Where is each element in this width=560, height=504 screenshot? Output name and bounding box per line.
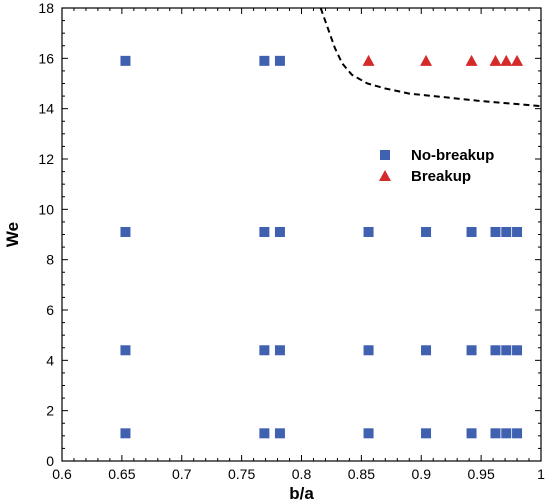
no-breakup-point xyxy=(120,345,131,356)
x-tick-label: 0.8 xyxy=(292,466,312,482)
breakup-point xyxy=(511,54,524,66)
y-tick-label: 6 xyxy=(46,302,54,318)
no-breakup-point xyxy=(259,345,270,356)
no-breakup-point xyxy=(363,226,374,237)
no-breakup-point xyxy=(512,226,523,237)
x-tick-label: 0.9 xyxy=(412,466,432,482)
no-breakup-point xyxy=(466,226,477,237)
legend: No-breakup Breakup xyxy=(379,147,494,185)
no-breakup-point xyxy=(490,428,501,439)
y-axis-label: We xyxy=(3,222,22,247)
y-tick-label: 16 xyxy=(38,50,54,66)
no-breakup-point xyxy=(274,345,285,356)
y-tick-label: 10 xyxy=(38,201,54,217)
no-breakup-point xyxy=(501,226,512,237)
no-breakup-point xyxy=(259,428,270,439)
legend-marker-breakup xyxy=(379,170,391,181)
legend-marker-no-breakup xyxy=(380,150,390,160)
no-breakup-point xyxy=(490,226,501,237)
no-breakup-point xyxy=(421,226,432,237)
y-tick-label: 18 xyxy=(38,0,54,16)
no-breakup-point xyxy=(501,428,512,439)
x-tick-label: 0.85 xyxy=(348,466,375,482)
y-tick-label: 14 xyxy=(38,101,54,117)
y-tick-label: 12 xyxy=(38,151,54,167)
x-tick-label: 0.75 xyxy=(228,466,255,482)
y-tick-label: 4 xyxy=(46,352,54,368)
breakup-boundary-curve xyxy=(319,7,542,108)
y-tick-label: 8 xyxy=(46,252,54,268)
no-breakup-point xyxy=(274,55,285,66)
breakup-point xyxy=(362,54,375,66)
no-breakup-point xyxy=(501,345,512,356)
breakup-point xyxy=(500,54,513,66)
x-tick-label: 0.7 xyxy=(172,466,192,482)
x-axis-label: b/a xyxy=(289,484,314,503)
no-breakup-point xyxy=(274,428,285,439)
no-breakup-point xyxy=(363,428,374,439)
no-breakup-point xyxy=(512,345,523,356)
no-breakup-point xyxy=(421,345,432,356)
no-breakup-point xyxy=(466,428,477,439)
no-breakup-point xyxy=(120,55,131,66)
x-tick-label: 0.95 xyxy=(468,466,495,482)
no-breakup-point xyxy=(120,428,131,439)
no-breakup-point xyxy=(466,345,477,356)
y-tick-label: 2 xyxy=(46,403,54,419)
no-breakup-point xyxy=(363,345,374,356)
no-breakup-point xyxy=(259,226,270,237)
no-breakup-point xyxy=(490,345,501,356)
legend-triangle-icon xyxy=(379,170,391,181)
no-breakup-point xyxy=(421,428,432,439)
x-tick-label: 0.6 xyxy=(52,466,72,482)
x-tick-label: 0.65 xyxy=(108,466,135,482)
legend-square-icon xyxy=(380,150,390,160)
legend-label-no-breakup: No-breakup xyxy=(411,147,494,164)
no-breakup-point xyxy=(274,226,285,237)
breakup-point xyxy=(465,54,478,66)
no-breakup-point xyxy=(512,428,523,439)
no-breakup-point xyxy=(259,55,270,66)
legend-label-breakup: Breakup xyxy=(411,168,471,185)
x-tick-label: 1 xyxy=(537,466,545,482)
breakup-point xyxy=(420,54,433,66)
y-tick-label: 0 xyxy=(46,453,54,469)
no-breakup-point xyxy=(120,226,131,237)
breakup-point xyxy=(489,54,502,66)
